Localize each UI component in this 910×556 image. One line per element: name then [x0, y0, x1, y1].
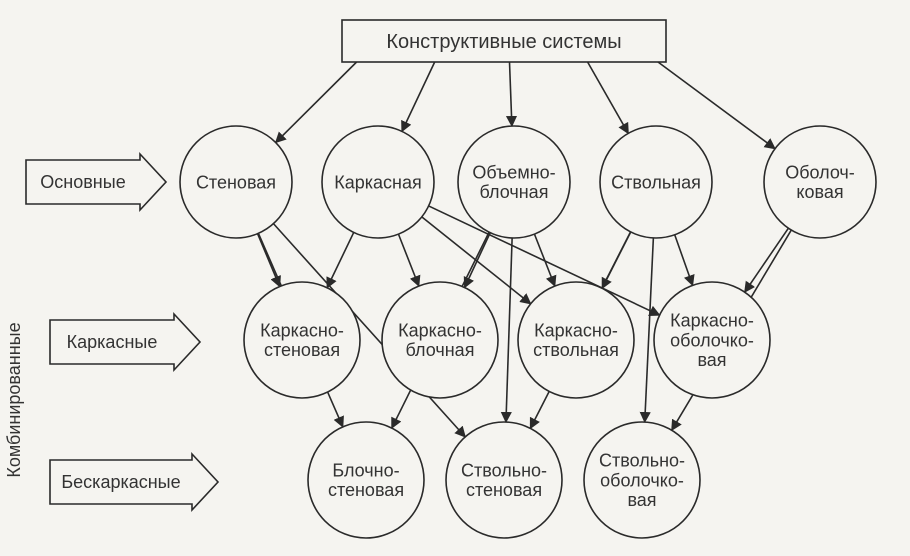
- edge-n3-n11: [506, 238, 512, 422]
- edge-title-n1: [276, 62, 357, 143]
- edge-title-n3: [510, 62, 512, 126]
- node-label-n12-1: оболочко-: [600, 470, 684, 490]
- node-label-n1-0: Стеновая: [196, 172, 276, 192]
- edge-n2-n6: [327, 232, 354, 287]
- node-label-n9-2: вая: [697, 350, 726, 370]
- structural-systems-diagram: Стеновая Каркасная Объемно-блочная Ствольна…: [0, 0, 910, 556]
- node-label-n3-0: Объемно-: [472, 162, 555, 182]
- node-label-n7-1: блочная: [406, 340, 475, 360]
- node-label-n3-1: блочная: [480, 182, 549, 202]
- edge-n5-n9: [745, 228, 789, 292]
- node-label-n4-0: Ствольная: [611, 172, 701, 192]
- node-label-n6-1: стеновая: [264, 340, 340, 360]
- title-layer: Конструктивные системы: [342, 20, 666, 62]
- node-label-n8-0: Каркасно-: [534, 320, 618, 340]
- edge-n4-n12: [645, 238, 654, 422]
- node-label-n12-0: Ствольно-: [599, 451, 685, 471]
- title-text: Конструктивные системы: [386, 31, 621, 53]
- vertical-label-layer: Комбинированные: [4, 322, 24, 477]
- node-label-n10-0: Блочно-: [332, 460, 399, 480]
- node-label-n12-2: вая: [627, 490, 656, 510]
- row-arrow-label-row1: Основные: [40, 172, 125, 192]
- edge-n1-n6: [258, 234, 280, 287]
- edge-title-n4: [588, 62, 629, 133]
- node-label-n9-0: Каркасно-: [670, 311, 754, 331]
- node-label-n11-0: Ствольно-: [461, 460, 547, 480]
- edge-n3-n7: [465, 233, 491, 288]
- edge-n4-n9: [675, 235, 693, 286]
- vertical-label: Комбинированные: [4, 322, 24, 477]
- node-label-n11-1: стеновая: [466, 480, 542, 500]
- edge-n2-n7: [398, 234, 418, 286]
- node-label-n7-0: Каркасно-: [398, 320, 482, 340]
- node-label-n2-0: Каркасная: [334, 172, 422, 192]
- node-label-n6-0: Каркасно-: [260, 320, 344, 340]
- node-label-n5-1: ковая: [796, 182, 843, 202]
- nodes-layer: Стеновая Каркасная Объемно-блочная Ствольна…: [180, 126, 876, 538]
- edge-title-n2: [402, 62, 435, 131]
- node-label-n8-1: ствольная: [533, 340, 619, 360]
- node-label-n10-1: стеновая: [328, 480, 404, 500]
- node-label-n9-1: оболочко-: [670, 330, 754, 350]
- row-arrow-label-row2: Каркасные: [67, 332, 158, 352]
- row-arrow-label-row3: Бескаркасные: [61, 472, 180, 492]
- edge-n3-n8: [534, 234, 554, 286]
- node-label-n5-0: Оболоч-: [785, 162, 855, 182]
